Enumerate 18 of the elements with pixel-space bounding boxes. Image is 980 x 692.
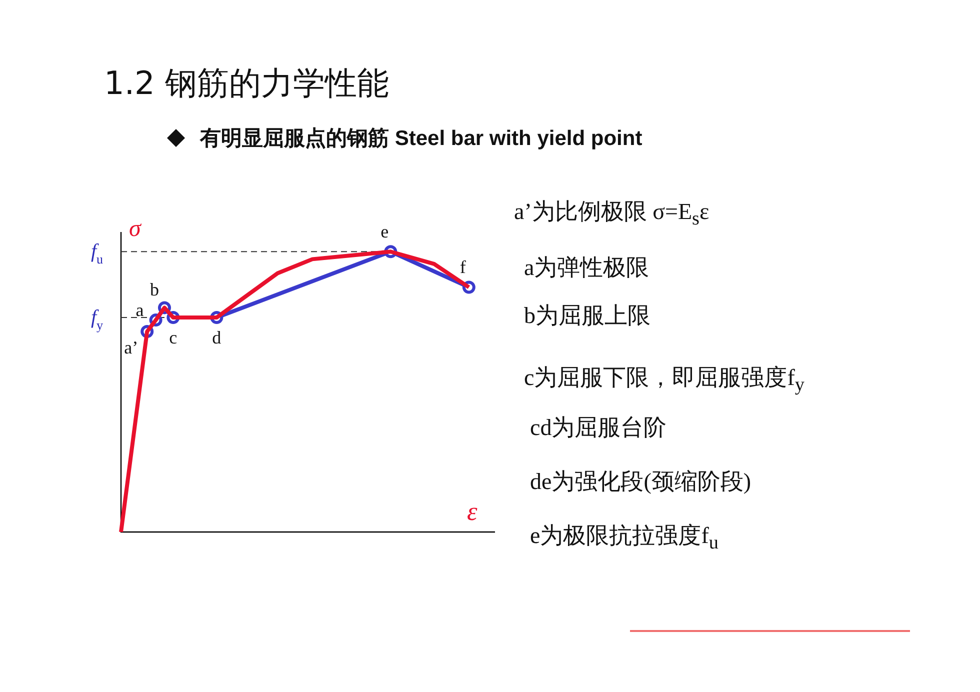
text: b为屈服上限 [524,302,650,330]
chart-title: 1.2 钢筋的力学性能 [104,63,390,104]
annotation: f [460,257,466,278]
text: de为强化段(颈缩阶段) [530,468,752,496]
chart-subtitle: 有明显屈服点的钢筋 Steel bar with yield point [200,126,642,152]
annotation: e [380,222,389,242]
annotation: a’ [124,338,138,358]
annotation: a [136,300,144,320]
annotation: b [150,280,159,300]
annotation: d [212,328,222,348]
text: a’为比例极限 σ=E$_{s}$ε [514,198,710,231]
annotation: c [169,328,178,348]
text: e为极限抗拉强度f$_{u}$ [530,522,718,555]
y-axis-title: σ [129,216,142,242]
text: a为弹性极限 [524,254,650,282]
text: cd为屈服台阶 [530,414,667,442]
text: c为屈服下限，即屈服强度f$_{y}$ [524,364,804,397]
x-axis-title: ε [467,497,478,526]
